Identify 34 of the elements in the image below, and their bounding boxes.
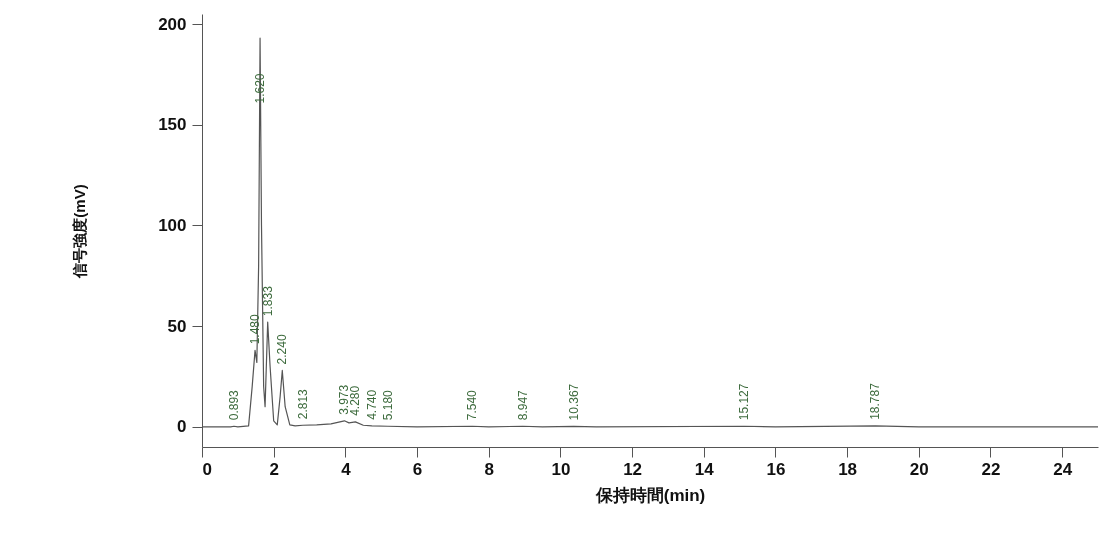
x-tick-label: 2 [269, 459, 279, 479]
y-tick-label: 50 [167, 316, 187, 336]
y-tick-label: 0 [177, 417, 187, 437]
annotation: 4.280 [348, 385, 363, 416]
annotation: 2.240 [275, 334, 290, 365]
x-tick-label: 6 [412, 459, 423, 479]
annotation: 2.813 [295, 388, 310, 420]
annotation: 5.180 [380, 389, 395, 421]
y-tick-label: 200 [158, 14, 187, 34]
annotation: 18.787 [868, 382, 883, 420]
x-tick-label: 10 [551, 459, 571, 479]
x-tick-label: 20 [909, 459, 929, 479]
x-tick-label: 18 [838, 459, 858, 479]
x-tick-label: 8 [484, 459, 494, 479]
x-tick-label: 0 [202, 459, 212, 479]
annotation: 10.367 [566, 383, 581, 421]
x-tick-label: 14 [694, 459, 715, 479]
annotation: 1.480 [248, 313, 263, 345]
x-tick-label: 24 [1053, 459, 1073, 479]
y-axis-title: 信号強度(mV) [71, 184, 89, 279]
annotation: 7.540 [465, 389, 480, 421]
annotation: 1.620 [253, 73, 268, 104]
x-tick-label: 16 [766, 459, 786, 479]
annotation: 8.947 [515, 389, 530, 421]
x-tick-label: 22 [981, 459, 1001, 479]
annotation: 0.893 [227, 389, 242, 421]
annotation: 1.833 [260, 285, 275, 317]
x-axis-title: 保持時間(min) [594, 485, 706, 505]
y-tick-label: 150 [158, 115, 187, 135]
x-tick-label: 12 [623, 459, 643, 479]
y-tick-label: 100 [158, 215, 187, 235]
annotation: 15.127 [737, 383, 752, 421]
x-tick-label: 4 [341, 459, 352, 479]
annotation: 4.740 [364, 389, 379, 420]
